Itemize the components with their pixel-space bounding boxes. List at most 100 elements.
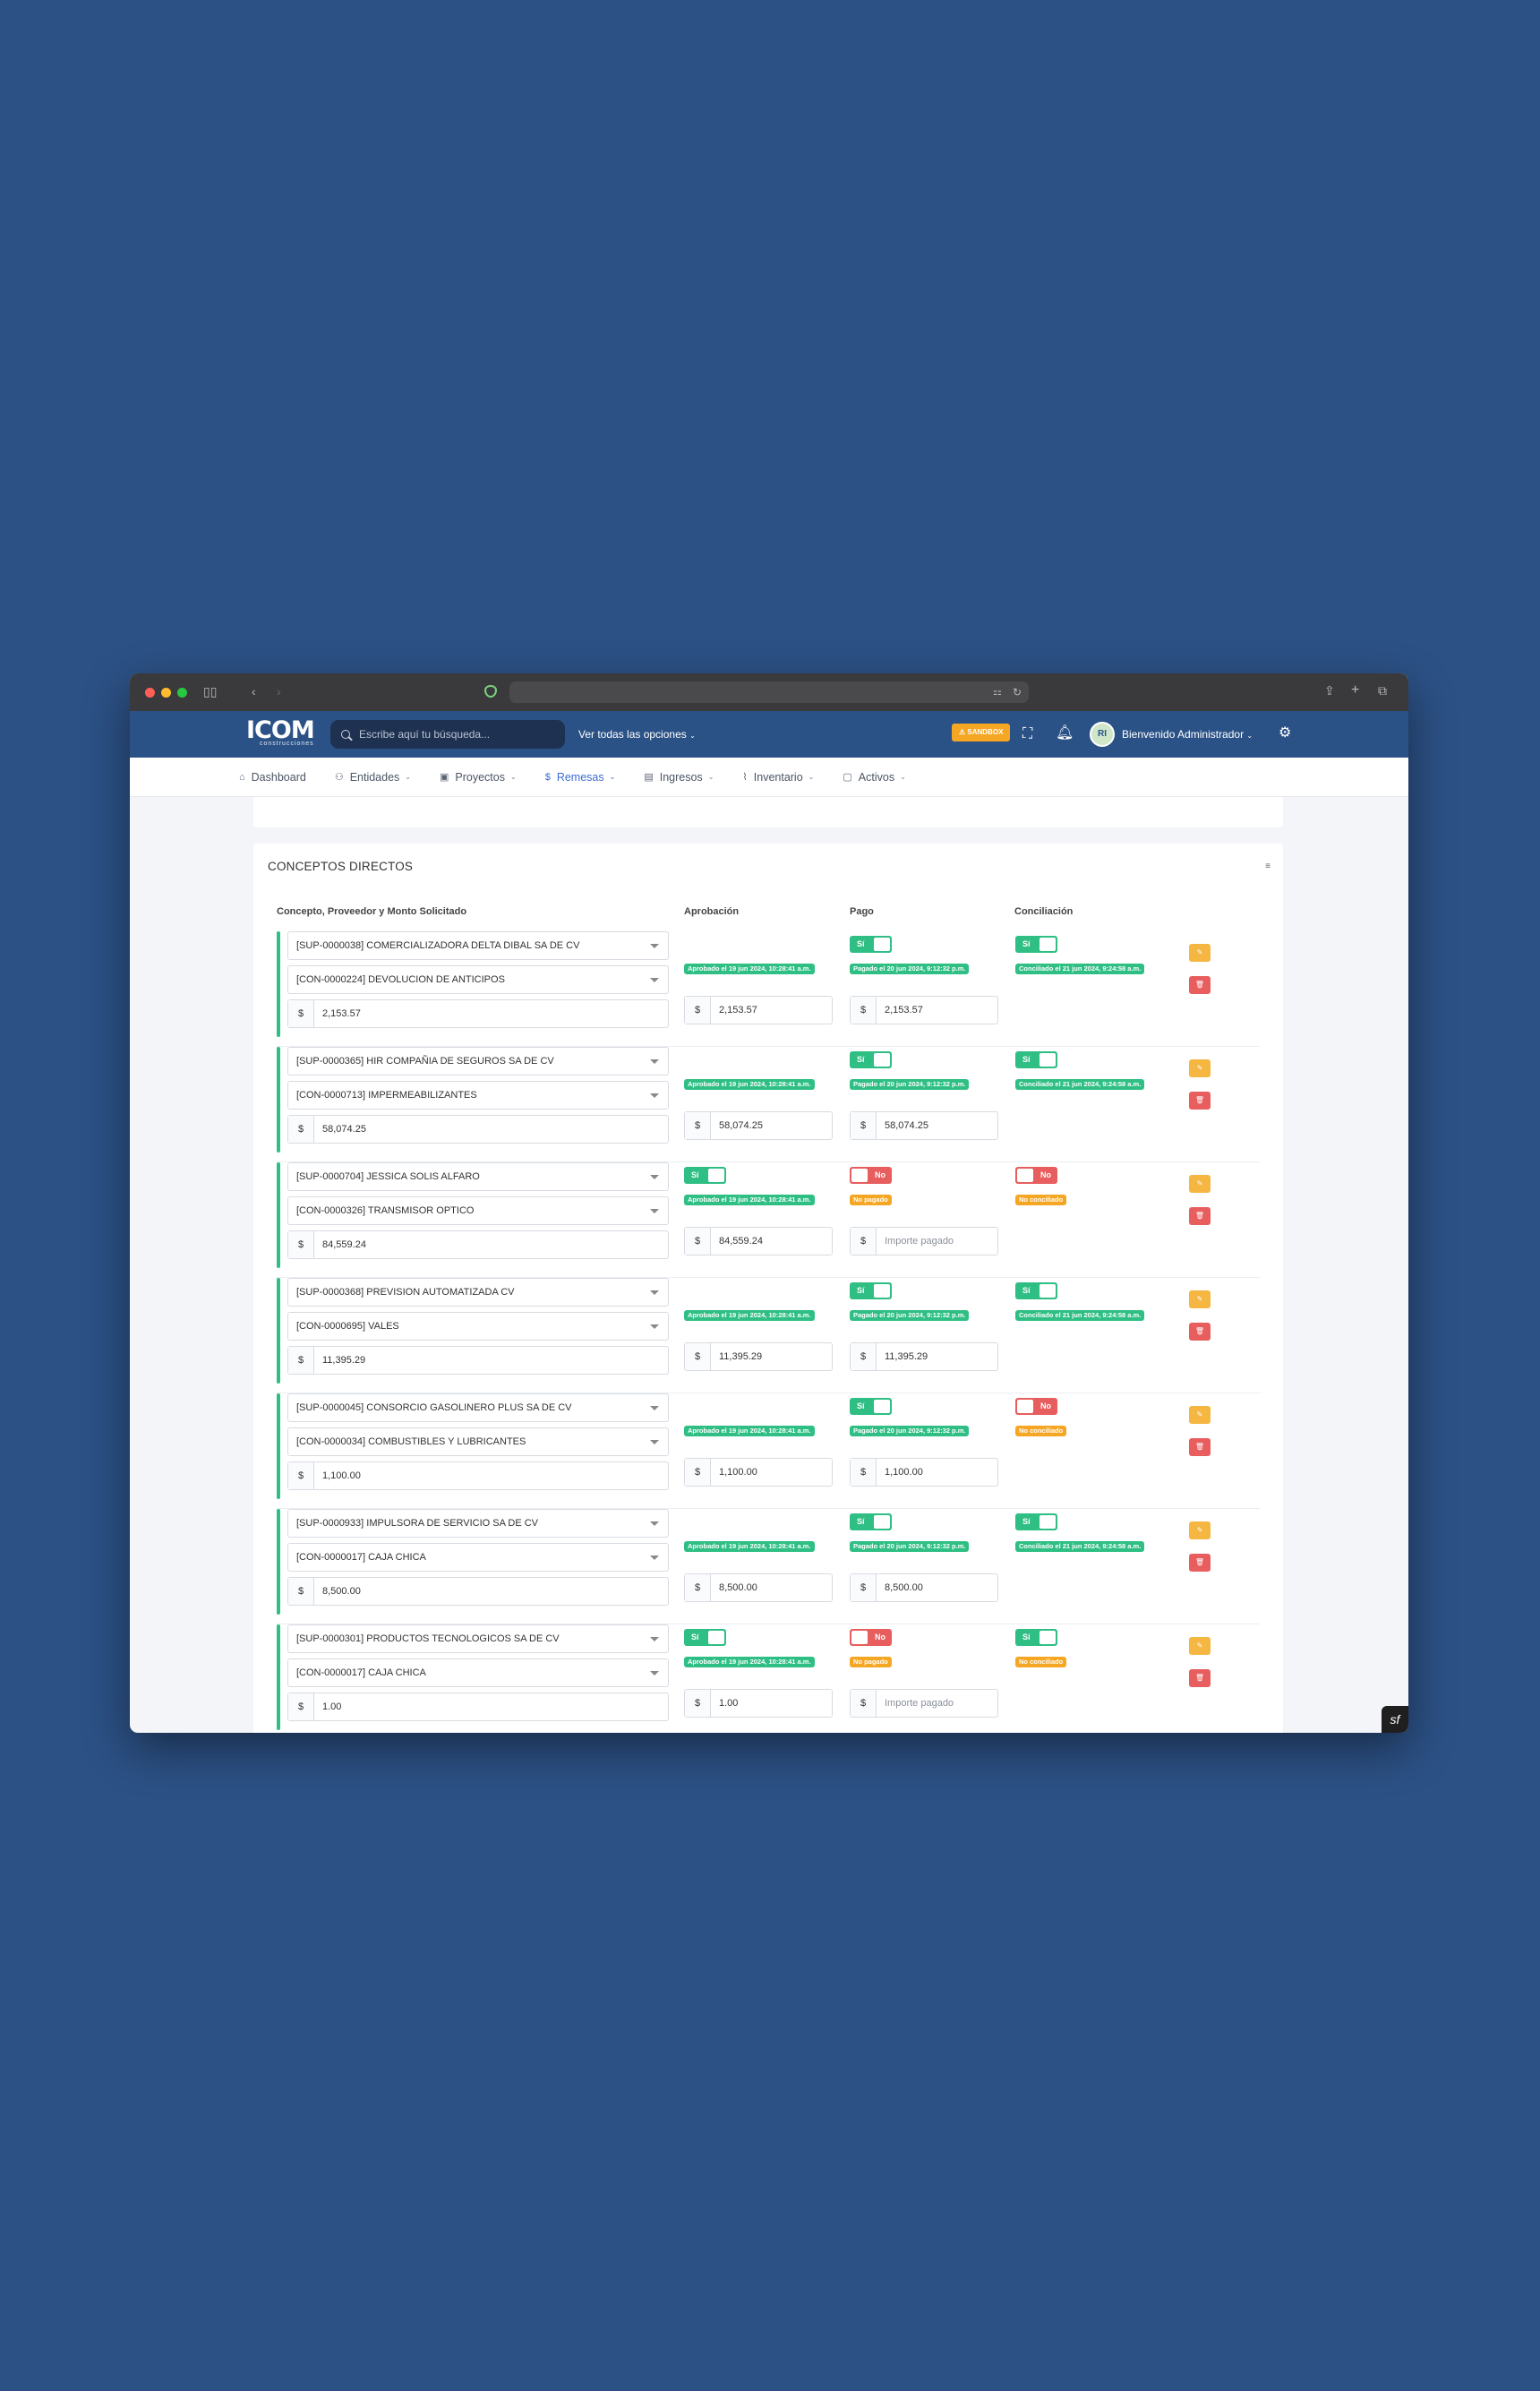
search-input[interactable] [359, 728, 547, 741]
edit-button[interactable]: ✎ [1189, 1406, 1211, 1424]
gear-icon[interactable]: ⚙ [1279, 725, 1292, 741]
approved-amount-field[interactable]: $2,153.57 [684, 996, 833, 1024]
payment-toggle[interactable]: Sí [850, 1513, 892, 1530]
delete-button[interactable]: 🗑︎ [1189, 1669, 1211, 1687]
payment-toggle[interactable]: No [850, 1167, 892, 1184]
supplier-value: [SUP-0000704] JESSICA SOLIS ALFARO [296, 1171, 480, 1182]
privacy-shield-icon[interactable] [484, 685, 497, 698]
edit-button[interactable]: ✎ [1189, 1059, 1211, 1077]
delete-button[interactable]: 🗑︎ [1189, 976, 1211, 994]
approved-amount-field[interactable]: $1.00 [684, 1689, 833, 1718]
paid-amount-field[interactable]: $8,500.00 [850, 1573, 998, 1602]
bell-icon[interactable]: 🔔︎ [1056, 725, 1074, 741]
reconciliation-toggle[interactable]: Sí [1015, 1513, 1057, 1530]
requested-amount-field[interactable]: $11,395.29 [287, 1346, 669, 1375]
delete-button[interactable]: 🗑︎ [1189, 1092, 1211, 1110]
nav-item-proyectos[interactable]: ▣ Proyectos ⌄ [440, 771, 517, 784]
supplier-select[interactable]: [SUP-0000365] HIR COMPAÑIA DE SEGUROS SA… [287, 1047, 669, 1076]
maximize-window-button[interactable] [177, 688, 187, 698]
payment-toggle[interactable]: Sí [850, 1282, 892, 1299]
concept-select[interactable]: [CON-0000017] CAJA CHICA [287, 1658, 669, 1687]
requested-amount-field[interactable]: $1,100.00 [287, 1461, 669, 1490]
supplier-select[interactable]: [SUP-0000038] COMERCIALIZADORA DELTA DIB… [287, 931, 669, 960]
edit-button[interactable]: ✎ [1189, 1175, 1211, 1193]
concept-select[interactable]: [CON-0000017] CAJA CHICA [287, 1543, 669, 1572]
nav-item-inventario[interactable]: ⌇ Inventario ⌄ [742, 771, 814, 784]
payment-toggle[interactable]: Sí [850, 1051, 892, 1068]
caret-down-icon [650, 1093, 659, 1098]
sidebar-toggle-icon[interactable]: ▯▯ [203, 684, 218, 698]
paid-amount-field[interactable]: $2,153.57 [850, 996, 998, 1024]
forward-icon[interactable]: › [277, 684, 281, 698]
close-window-button[interactable] [145, 688, 155, 698]
requested-amount-field[interactable]: $8,500.00 [287, 1577, 669, 1606]
minimize-window-button[interactable] [161, 688, 171, 698]
fullscreen-icon[interactable]: ⛶ [1022, 726, 1033, 741]
concept-select[interactable]: [CON-0000326] TRANSMISOR OPTICO [287, 1196, 669, 1225]
requested-amount-field[interactable]: $2,153.57 [287, 999, 669, 1028]
reconciliation-toggle[interactable]: No [1015, 1398, 1057, 1415]
toggle-label: No [1040, 1170, 1051, 1179]
company-logo[interactable]: ICOM construcciones [246, 718, 315, 747]
nav-item-remesas[interactable]: $ Remesas ⌄ [545, 771, 616, 784]
reconciliation-toggle[interactable]: Sí [1015, 936, 1057, 953]
nav-item-activos[interactable]: ▢ Activos ⌄ [843, 771, 905, 784]
collapse-icon[interactable]: ≡ [1265, 861, 1270, 871]
approved-amount-field[interactable]: $84,559.24 [684, 1227, 833, 1255]
nav-item-entidades[interactable]: ⚇ Entidades ⌄ [335, 771, 411, 784]
concept-select[interactable]: [CON-0000695] VALES [287, 1312, 669, 1341]
requested-amount-field[interactable]: $58,074.25 [287, 1115, 669, 1144]
supplier-value: [SUP-0000045] CONSORCIO GASOLINERO PLUS … [296, 1402, 572, 1413]
requested-amount-field[interactable]: $84,559.24 [287, 1230, 669, 1259]
paid-amount-field[interactable]: $11,395.29 [850, 1342, 998, 1371]
supplier-select[interactable]: [SUP-0000301] PRODUCTOS TECNOLOGICOS SA … [287, 1624, 669, 1653]
reconciliation-toggle[interactable]: Sí [1015, 1282, 1057, 1299]
requested-amount-field[interactable]: $1.00 [287, 1693, 669, 1721]
concept-select[interactable]: [CON-0000034] COMBUSTIBLES Y LUBRICANTES [287, 1427, 669, 1456]
edit-button[interactable]: ✎ [1189, 1637, 1211, 1655]
symfony-debug-icon[interactable]: sf [1382, 1706, 1408, 1733]
supplier-select[interactable]: [SUP-0000045] CONSORCIO GASOLINERO PLUS … [287, 1393, 669, 1422]
approved-amount-field[interactable]: $8,500.00 [684, 1573, 833, 1602]
nav-item-dashboard[interactable]: ⌂ Dashboard [239, 771, 306, 784]
supplier-select[interactable]: [SUP-0000933] IMPULSORA DE SERVICIO SA D… [287, 1509, 669, 1538]
delete-button[interactable]: 🗑︎ [1189, 1323, 1211, 1341]
reload-icon[interactable]: ↻ [1013, 686, 1022, 698]
caret-down-icon [650, 978, 659, 982]
delete-button[interactable]: 🗑︎ [1189, 1207, 1211, 1225]
tabs-overview-icon[interactable]: ⧉ [1378, 683, 1387, 698]
approved-amount-field[interactable]: $1,100.00 [684, 1458, 833, 1487]
approved-amount-field[interactable]: $58,074.25 [684, 1111, 833, 1140]
nav-item-ingresos[interactable]: ▤ Ingresos ⌄ [644, 771, 714, 784]
concept-select[interactable]: [CON-0000713] IMPERMEABILIZANTES [287, 1081, 669, 1110]
payment-toggle[interactable]: Sí [850, 1398, 892, 1415]
edit-button[interactable]: ✎ [1189, 1290, 1211, 1308]
paid-amount-field[interactable]: $58,074.25 [850, 1111, 998, 1140]
share-icon[interactable]: ⇪ [1324, 683, 1335, 698]
payment-toggle[interactable]: Sí [850, 936, 892, 953]
edit-button[interactable]: ✎ [1189, 944, 1211, 962]
paid-amount-field[interactable]: $ Importe pagado [850, 1227, 998, 1255]
approved-amount-field[interactable]: $11,395.29 [684, 1342, 833, 1371]
delete-button[interactable]: 🗑︎ [1189, 1438, 1211, 1456]
payment-toggle[interactable]: No [850, 1629, 892, 1646]
edit-button[interactable]: ✎ [1189, 1521, 1211, 1539]
reconciliation-toggle[interactable]: Sí [1015, 1051, 1057, 1068]
user-menu[interactable]: Bienvenido Administrador ⌄ [1122, 728, 1253, 741]
approval-toggle[interactable]: Sí [684, 1629, 726, 1646]
address-bar[interactable] [509, 681, 1029, 703]
back-icon[interactable]: ‹ [252, 684, 256, 698]
paid-amount-field[interactable]: $ Importe pagado [850, 1689, 998, 1718]
reconciliation-toggle[interactable]: Sí [1015, 1629, 1057, 1646]
reconciliation-toggle[interactable]: No [1015, 1167, 1057, 1184]
paid-amount-field[interactable]: $1,100.00 [850, 1458, 998, 1487]
supplier-select[interactable]: [SUP-0000704] JESSICA SOLIS ALFARO [287, 1162, 669, 1191]
approval-toggle[interactable]: Sí [684, 1167, 726, 1184]
supplier-select[interactable]: [SUP-0000368] PREVISION AUTOMATIZADA CV [287, 1278, 669, 1307]
avatar[interactable]: RI [1090, 722, 1115, 747]
translate-icon[interactable]: ⚏ [993, 687, 1002, 698]
delete-button[interactable]: 🗑︎ [1189, 1554, 1211, 1572]
all-options-menu[interactable]: Ver todas las opciones ⌄ [578, 728, 696, 741]
concept-select[interactable]: [CON-0000224] DEVOLUCION DE ANTICIPOS [287, 965, 669, 994]
new-tab-icon[interactable]: + [1351, 682, 1360, 698]
